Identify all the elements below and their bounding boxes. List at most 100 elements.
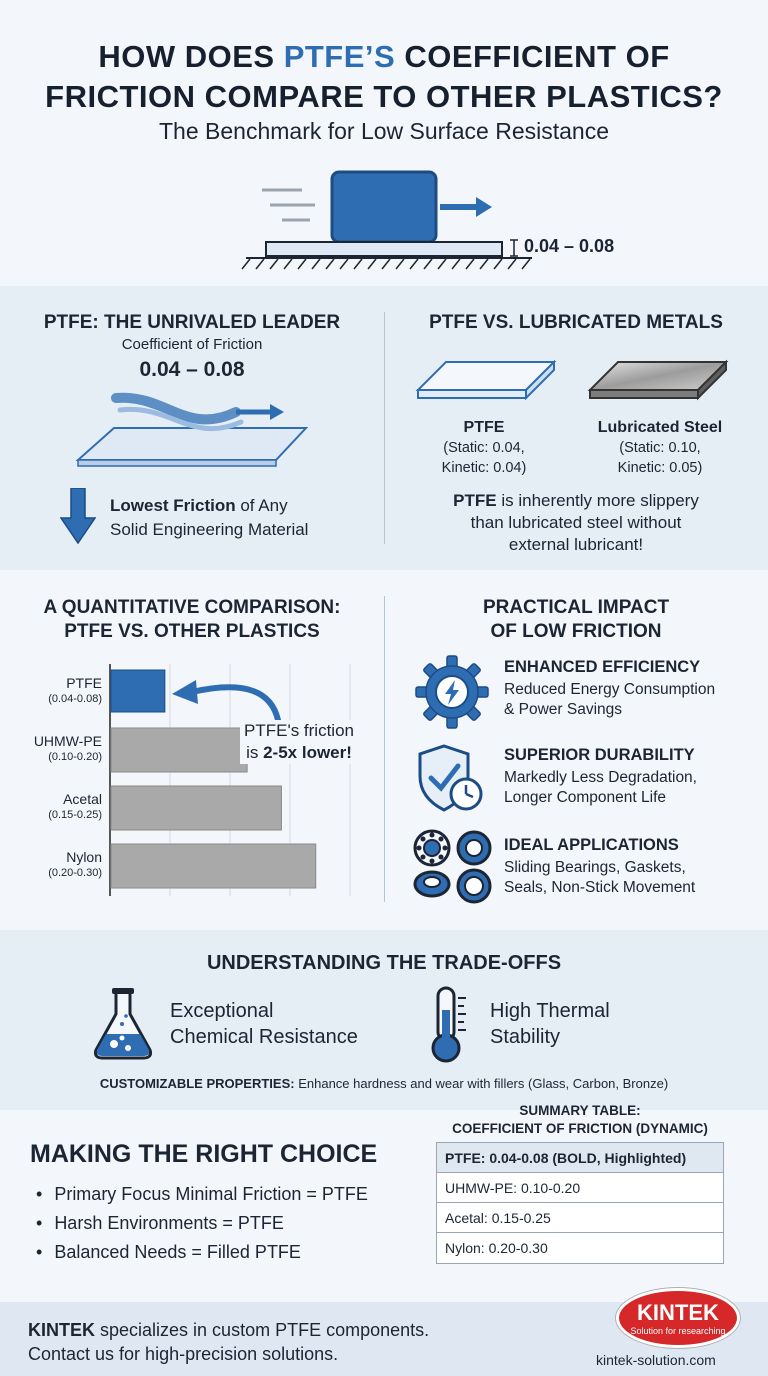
chem-line1: Exceptional xyxy=(170,1000,274,1022)
lowest-bold: Lowest Friction xyxy=(110,496,236,515)
callout-pre: is xyxy=(246,743,264,762)
ptfe-static: (Static: 0.04, xyxy=(443,440,525,456)
cof-value: 0.04 – 0.08 xyxy=(139,358,245,381)
bar-label: Acetal (0.15-0.25) xyxy=(10,791,102,823)
callout-bold: 2-5x lower! xyxy=(263,743,352,762)
page-title-line2: FRICTION COMPARE TO OTHER PLASTICS? xyxy=(45,79,723,114)
impact-title-applications: IDEAL APPLICATIONS xyxy=(504,836,679,854)
tradeoffs-section: UNDERSTANDING THE TRADE-OFFS Exceptional… xyxy=(0,930,768,1110)
impact-desc-durability: Markedly Less Degradation, Longer Compon… xyxy=(504,768,697,808)
steel-static: (Static: 0.10, xyxy=(619,440,701,456)
applications-line2: Seals, Non-Stick Movement xyxy=(504,879,696,896)
impact-heading-line2: OF LOW FRICTION xyxy=(490,621,662,642)
footer-line2: Contact us for high-precision solutions. xyxy=(28,1344,339,1364)
callout-line1: PTFE's friction xyxy=(244,721,354,740)
ptfe-kinetic: Kinetic: 0.04) xyxy=(441,460,527,476)
note-line2: than lubricated steel without xyxy=(470,513,682,532)
bar-range-label: (0.20-0.30) xyxy=(48,867,102,879)
sliding-block-illustration xyxy=(241,170,532,270)
hero-range-label: 0.04 – 0.08 xyxy=(524,236,615,256)
summary-heading: SUMMARY TABLE: COEFFICIENT OF FRICTION (… xyxy=(436,1102,724,1138)
page-subtitle: The Benchmark for Low Surface Resistance xyxy=(159,118,609,144)
choice-heading: MAKING THE RIGHT CHOICE xyxy=(30,1140,378,1168)
leader-metals-section: PTFE: THE UNRIVALED LEADER Coefficient o… xyxy=(0,286,768,570)
efficiency-line1: Reduced Energy Consumption xyxy=(504,681,716,698)
impact-desc-applications: Sliding Bearings, Gaskets, Seals, Non-St… xyxy=(504,858,695,898)
friction-bar-chart xyxy=(109,664,351,896)
callout-arrow-icon xyxy=(172,680,281,723)
callout-text: PTFE's friction is 2-5x lower! xyxy=(240,720,358,764)
shield-check-clock-icon xyxy=(418,744,483,812)
thermal-line1: High Thermal xyxy=(490,1000,610,1022)
custom-bold: CUSTOMIZABLE PROPERTIES: xyxy=(99,1076,295,1091)
footer-section: KINTEK specializes in custom PTFE compon… xyxy=(0,1288,768,1376)
metals-heading: PTFE VS. LUBRICATED METALS xyxy=(429,312,723,333)
cof-label: Coefficient of Friction xyxy=(121,336,263,353)
steel-name: Lubricated Steel xyxy=(597,419,723,436)
logo-text: KINTEK xyxy=(637,1300,719,1325)
footer-line1: specializes in custom PTFE components. xyxy=(95,1320,430,1340)
section-divider xyxy=(384,312,385,544)
list-item: Primary Focus Minimal Friction = PTFE xyxy=(36,1180,368,1209)
thermometer-icon xyxy=(431,986,466,1063)
bar-range-label: (0.15-0.25) xyxy=(48,809,102,821)
thermal-line2: Stability xyxy=(490,1026,561,1048)
efficiency-line2: & Power Savings xyxy=(504,701,623,718)
note-line1: is inherently more slippery xyxy=(496,491,699,510)
choice-list: Primary Focus Minimal Friction = PTFE Ha… xyxy=(36,1180,368,1267)
comparison-heading-line2: PTFE VS. OTHER PLASTICS xyxy=(64,621,320,642)
bar-category-label: Nylon xyxy=(66,849,102,865)
flask-icon xyxy=(94,988,152,1060)
list-item: Balanced Needs = Filled PTFE xyxy=(36,1238,368,1267)
table-row: Nylon: 0.20-0.30 xyxy=(445,1240,548,1256)
durability-line1: Markedly Less Degradation, xyxy=(504,769,697,786)
page-title: HOW DOES PTFE’S COEFFICIENT OF xyxy=(0,38,768,76)
leader-heading: PTFE: THE UNRIVALED LEADER xyxy=(43,312,341,333)
impact-title-durability: SUPERIOR DURABILITY xyxy=(504,746,695,764)
table-row: Acetal: 0.15-0.25 xyxy=(437,1203,723,1233)
summary-table: PTFE: 0.04-0.08 (BOLD, Highlighted) UHMW… xyxy=(436,1142,724,1264)
bar-range-label: (0.10-0.20) xyxy=(48,751,102,763)
impact-heading-line1: PRACTICAL IMPACT xyxy=(482,597,670,618)
title-text: HOW DOES xyxy=(98,39,284,74)
bar-category-label: PTFE xyxy=(66,675,102,691)
ptfe-plate-icon xyxy=(415,359,557,401)
comparison-impact-section: A QUANTITATIVE COMPARISON: PTFE VS. OTHE… xyxy=(0,570,768,930)
bar-label: Nylon (0.20-0.30) xyxy=(10,849,102,881)
note-bold: PTFE xyxy=(453,491,497,510)
summary-heading-line2: COEFFICIENT OF FRICTION (DYNAMIC) xyxy=(452,1121,708,1136)
chem-line2: Chemical Resistance xyxy=(170,1026,358,1048)
table-row: PTFE: 0.04-0.08 (BOLD, Highlighted) xyxy=(437,1143,723,1173)
ptfe-sheet-flow-icon xyxy=(76,392,309,467)
bar-acetal xyxy=(110,785,282,831)
title-text-2: COEFFICIENT OF xyxy=(395,39,670,74)
bar-ptfe xyxy=(110,669,166,713)
bar-label: UHMW-PE (0.10-0.20) xyxy=(10,733,102,765)
bar-uhmw-pe xyxy=(110,727,248,773)
lowest-friction-text: Lowest Friction of Any Solid Engineering… xyxy=(110,494,308,542)
custom-rest: Enhance hardness and wear with fillers (… xyxy=(294,1076,669,1091)
ptfe-name: PTFE xyxy=(463,419,505,436)
list-item: Harsh Environments = PTFE xyxy=(36,1209,368,1238)
bar-range-label: (0.04-0.08) xyxy=(48,693,102,705)
bar-category-label: UHMW-PE xyxy=(33,733,102,749)
footer-brand: KINTEK xyxy=(28,1320,95,1340)
gear-lightning-icon xyxy=(415,655,489,729)
lowest-rest: of Any xyxy=(235,496,288,515)
comparison-heading-line1: A QUANTITATIVE COMPARISON: xyxy=(43,597,341,618)
impact-desc-efficiency: Reduced Energy Consumption & Power Savin… xyxy=(504,680,715,720)
logo-tagline: Solution for researching xyxy=(630,1326,726,1336)
applications-line1: Sliding Bearings, Gaskets, xyxy=(504,859,686,876)
table-row: UHMW-PE: 0.10-0.20 xyxy=(437,1173,723,1203)
bar-label: PTFE (0.04-0.08) xyxy=(10,675,102,707)
bar-category-label: Acetal xyxy=(63,791,102,807)
tradeoffs-heading: UNDERSTANDING THE TRADE-OFFS xyxy=(206,952,562,974)
comparison-heading: A QUANTITATIVE COMPARISON: PTFE VS. OTHE… xyxy=(0,596,384,644)
kintek-logo: KINTEK Solution for researching xyxy=(616,1288,740,1348)
durability-line2: Longer Component Life xyxy=(504,789,667,806)
website-link[interactable]: kintek-solution.com xyxy=(596,1352,716,1368)
steel-plate-icon xyxy=(587,359,729,401)
bar-nylon xyxy=(110,843,317,889)
steel-kinetic: Kinetic: 0.05) xyxy=(617,460,703,476)
impact-title-efficiency: ENHANCED EFFICIENCY xyxy=(504,658,701,676)
